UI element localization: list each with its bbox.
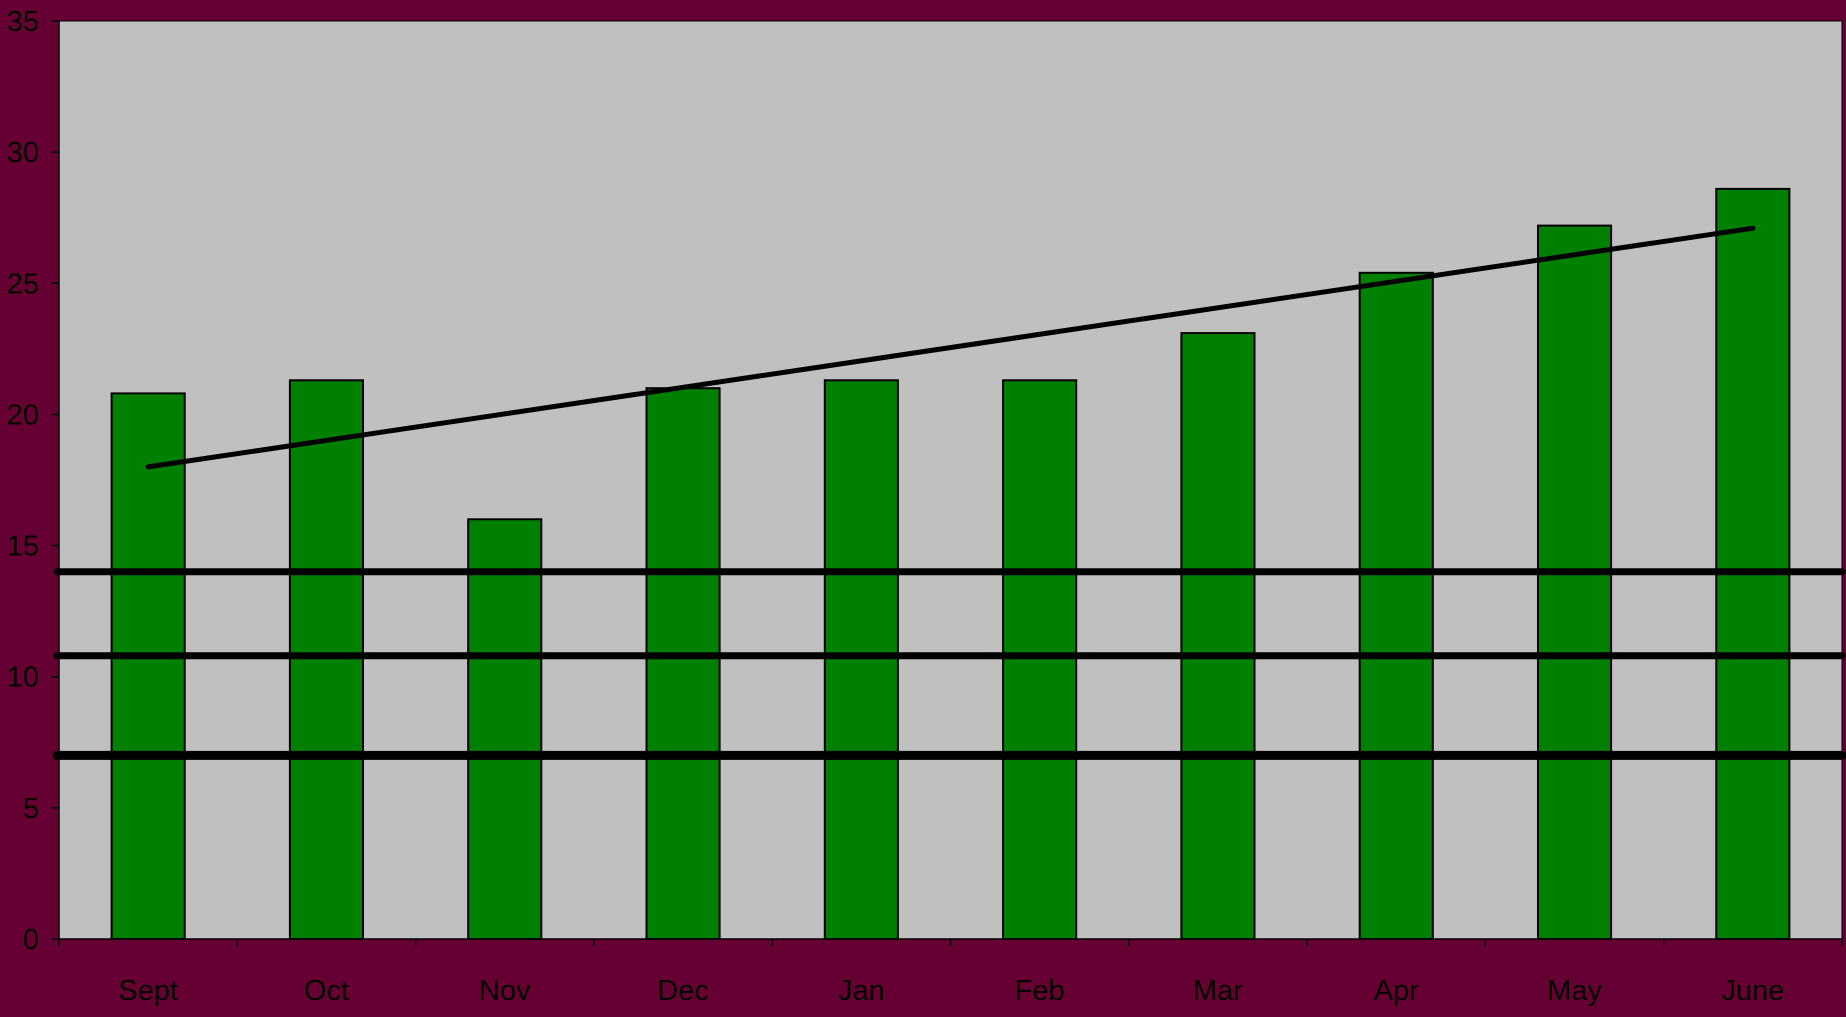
x-ticks: Sept Oct Nov Dec Jan Feb Mar Apr May June: [58, 939, 1843, 1007]
bar-apr: [1358, 271, 1434, 940]
x-tick-label: Nov: [479, 975, 531, 1007]
bar-may: [1537, 224, 1613, 941]
x-tick-label: Feb: [1015, 975, 1065, 1007]
trendline-group: [145, 225, 1756, 470]
y-tick-label: 25: [7, 268, 39, 300]
bar-dec: [645, 387, 721, 940]
y-tick-label: 0: [23, 924, 39, 956]
bar-sept: [110, 392, 186, 940]
bar-nov: [467, 518, 543, 940]
x-tick-label: Mar: [1193, 975, 1243, 1007]
reference-lines: [52, 568, 1846, 760]
bar-mar: [1180, 332, 1256, 941]
x-tick-label: May: [1547, 975, 1602, 1007]
x-tick-label: Apr: [1374, 975, 1419, 1007]
y-ticks: 0 5 10 15 20 25 30 35: [7, 6, 59, 956]
y-tick-label: 10: [7, 662, 39, 694]
bar-jan: [823, 379, 899, 940]
y-tick-label: 5: [23, 793, 39, 825]
y-tick-label: 20: [7, 399, 39, 431]
y-tick-label: 30: [7, 137, 39, 169]
y-tick-label: 35: [7, 6, 39, 38]
x-tick-label: June: [1721, 975, 1784, 1007]
x-tick-label: Jan: [838, 975, 885, 1007]
bar-june: [1715, 187, 1791, 940]
bar-feb: [1002, 379, 1078, 940]
x-tick-label: Oct: [304, 975, 349, 1007]
x-tick-label: Sept: [118, 975, 178, 1007]
bar-oct: [288, 379, 364, 940]
bars: [110, 187, 1791, 941]
x-tick-label: Dec: [657, 975, 709, 1007]
y-tick-label: 15: [7, 531, 39, 563]
trendline: [145, 225, 1756, 470]
